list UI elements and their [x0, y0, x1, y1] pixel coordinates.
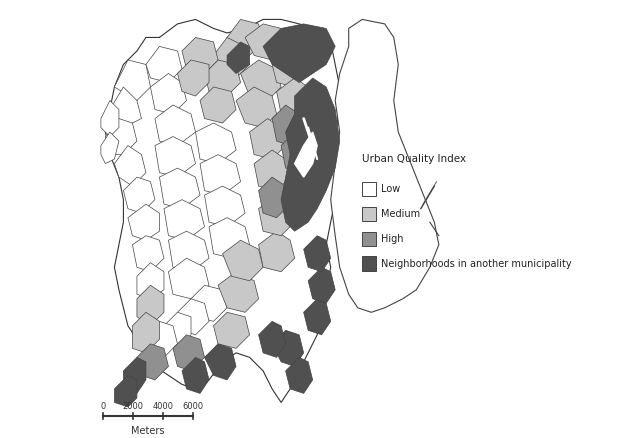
Polygon shape: [222, 240, 263, 281]
Polygon shape: [114, 375, 137, 407]
Polygon shape: [155, 137, 196, 177]
Polygon shape: [249, 119, 286, 159]
Polygon shape: [151, 74, 186, 114]
Polygon shape: [209, 218, 249, 258]
Polygon shape: [259, 177, 290, 218]
Polygon shape: [245, 24, 286, 60]
Polygon shape: [263, 24, 335, 82]
Polygon shape: [177, 60, 209, 96]
Polygon shape: [290, 164, 322, 204]
Polygon shape: [128, 204, 159, 240]
Polygon shape: [110, 87, 141, 127]
Polygon shape: [164, 200, 204, 240]
Polygon shape: [106, 119, 137, 155]
Polygon shape: [281, 132, 312, 173]
Polygon shape: [123, 357, 146, 393]
Polygon shape: [137, 344, 169, 380]
Text: 2000: 2000: [122, 402, 144, 410]
Polygon shape: [200, 87, 236, 123]
Polygon shape: [182, 37, 218, 74]
Polygon shape: [259, 195, 294, 236]
Polygon shape: [169, 231, 209, 272]
Polygon shape: [196, 123, 236, 164]
Polygon shape: [272, 51, 308, 87]
Polygon shape: [164, 312, 191, 348]
Polygon shape: [101, 132, 119, 164]
Bar: [362, 256, 376, 271]
Polygon shape: [286, 357, 312, 393]
Text: High: High: [381, 234, 404, 244]
Text: 0: 0: [101, 402, 106, 410]
Polygon shape: [241, 60, 281, 100]
Polygon shape: [169, 258, 209, 299]
Polygon shape: [137, 285, 164, 326]
Polygon shape: [204, 186, 245, 227]
Polygon shape: [218, 272, 259, 312]
Polygon shape: [277, 78, 312, 119]
Polygon shape: [204, 344, 236, 380]
Bar: [362, 182, 376, 197]
Text: 6000: 6000: [182, 402, 204, 410]
Text: 4000: 4000: [152, 402, 174, 410]
Polygon shape: [227, 19, 263, 56]
Bar: [362, 232, 376, 246]
Polygon shape: [259, 231, 294, 272]
Polygon shape: [272, 105, 304, 145]
Polygon shape: [114, 60, 151, 100]
Polygon shape: [146, 321, 177, 357]
Polygon shape: [236, 87, 277, 127]
Text: Urban Quality Index: Urban Quality Index: [362, 154, 466, 164]
Polygon shape: [155, 105, 196, 145]
Polygon shape: [173, 335, 204, 371]
Polygon shape: [159, 168, 200, 208]
Polygon shape: [272, 330, 304, 366]
Polygon shape: [281, 78, 340, 231]
Polygon shape: [101, 100, 119, 137]
Polygon shape: [182, 357, 209, 393]
Bar: [362, 207, 376, 221]
Polygon shape: [214, 37, 249, 78]
Text: Meters: Meters: [131, 426, 165, 436]
Polygon shape: [259, 321, 286, 357]
Polygon shape: [331, 19, 439, 312]
Polygon shape: [132, 236, 164, 272]
Polygon shape: [200, 155, 241, 195]
Polygon shape: [177, 299, 209, 335]
Polygon shape: [191, 285, 227, 321]
Polygon shape: [308, 267, 335, 303]
Text: Low: Low: [381, 184, 401, 194]
Polygon shape: [227, 42, 249, 74]
Polygon shape: [254, 150, 290, 191]
Text: Medium: Medium: [381, 209, 420, 219]
Polygon shape: [123, 177, 155, 213]
Polygon shape: [146, 46, 182, 82]
Polygon shape: [204, 60, 241, 96]
Polygon shape: [294, 132, 317, 177]
Polygon shape: [114, 145, 146, 186]
Polygon shape: [137, 263, 164, 299]
Polygon shape: [304, 299, 331, 335]
Text: Neighborhoods in another municipality: Neighborhoods in another municipality: [381, 258, 572, 268]
Polygon shape: [214, 312, 249, 348]
Polygon shape: [132, 312, 159, 353]
Polygon shape: [304, 236, 331, 272]
